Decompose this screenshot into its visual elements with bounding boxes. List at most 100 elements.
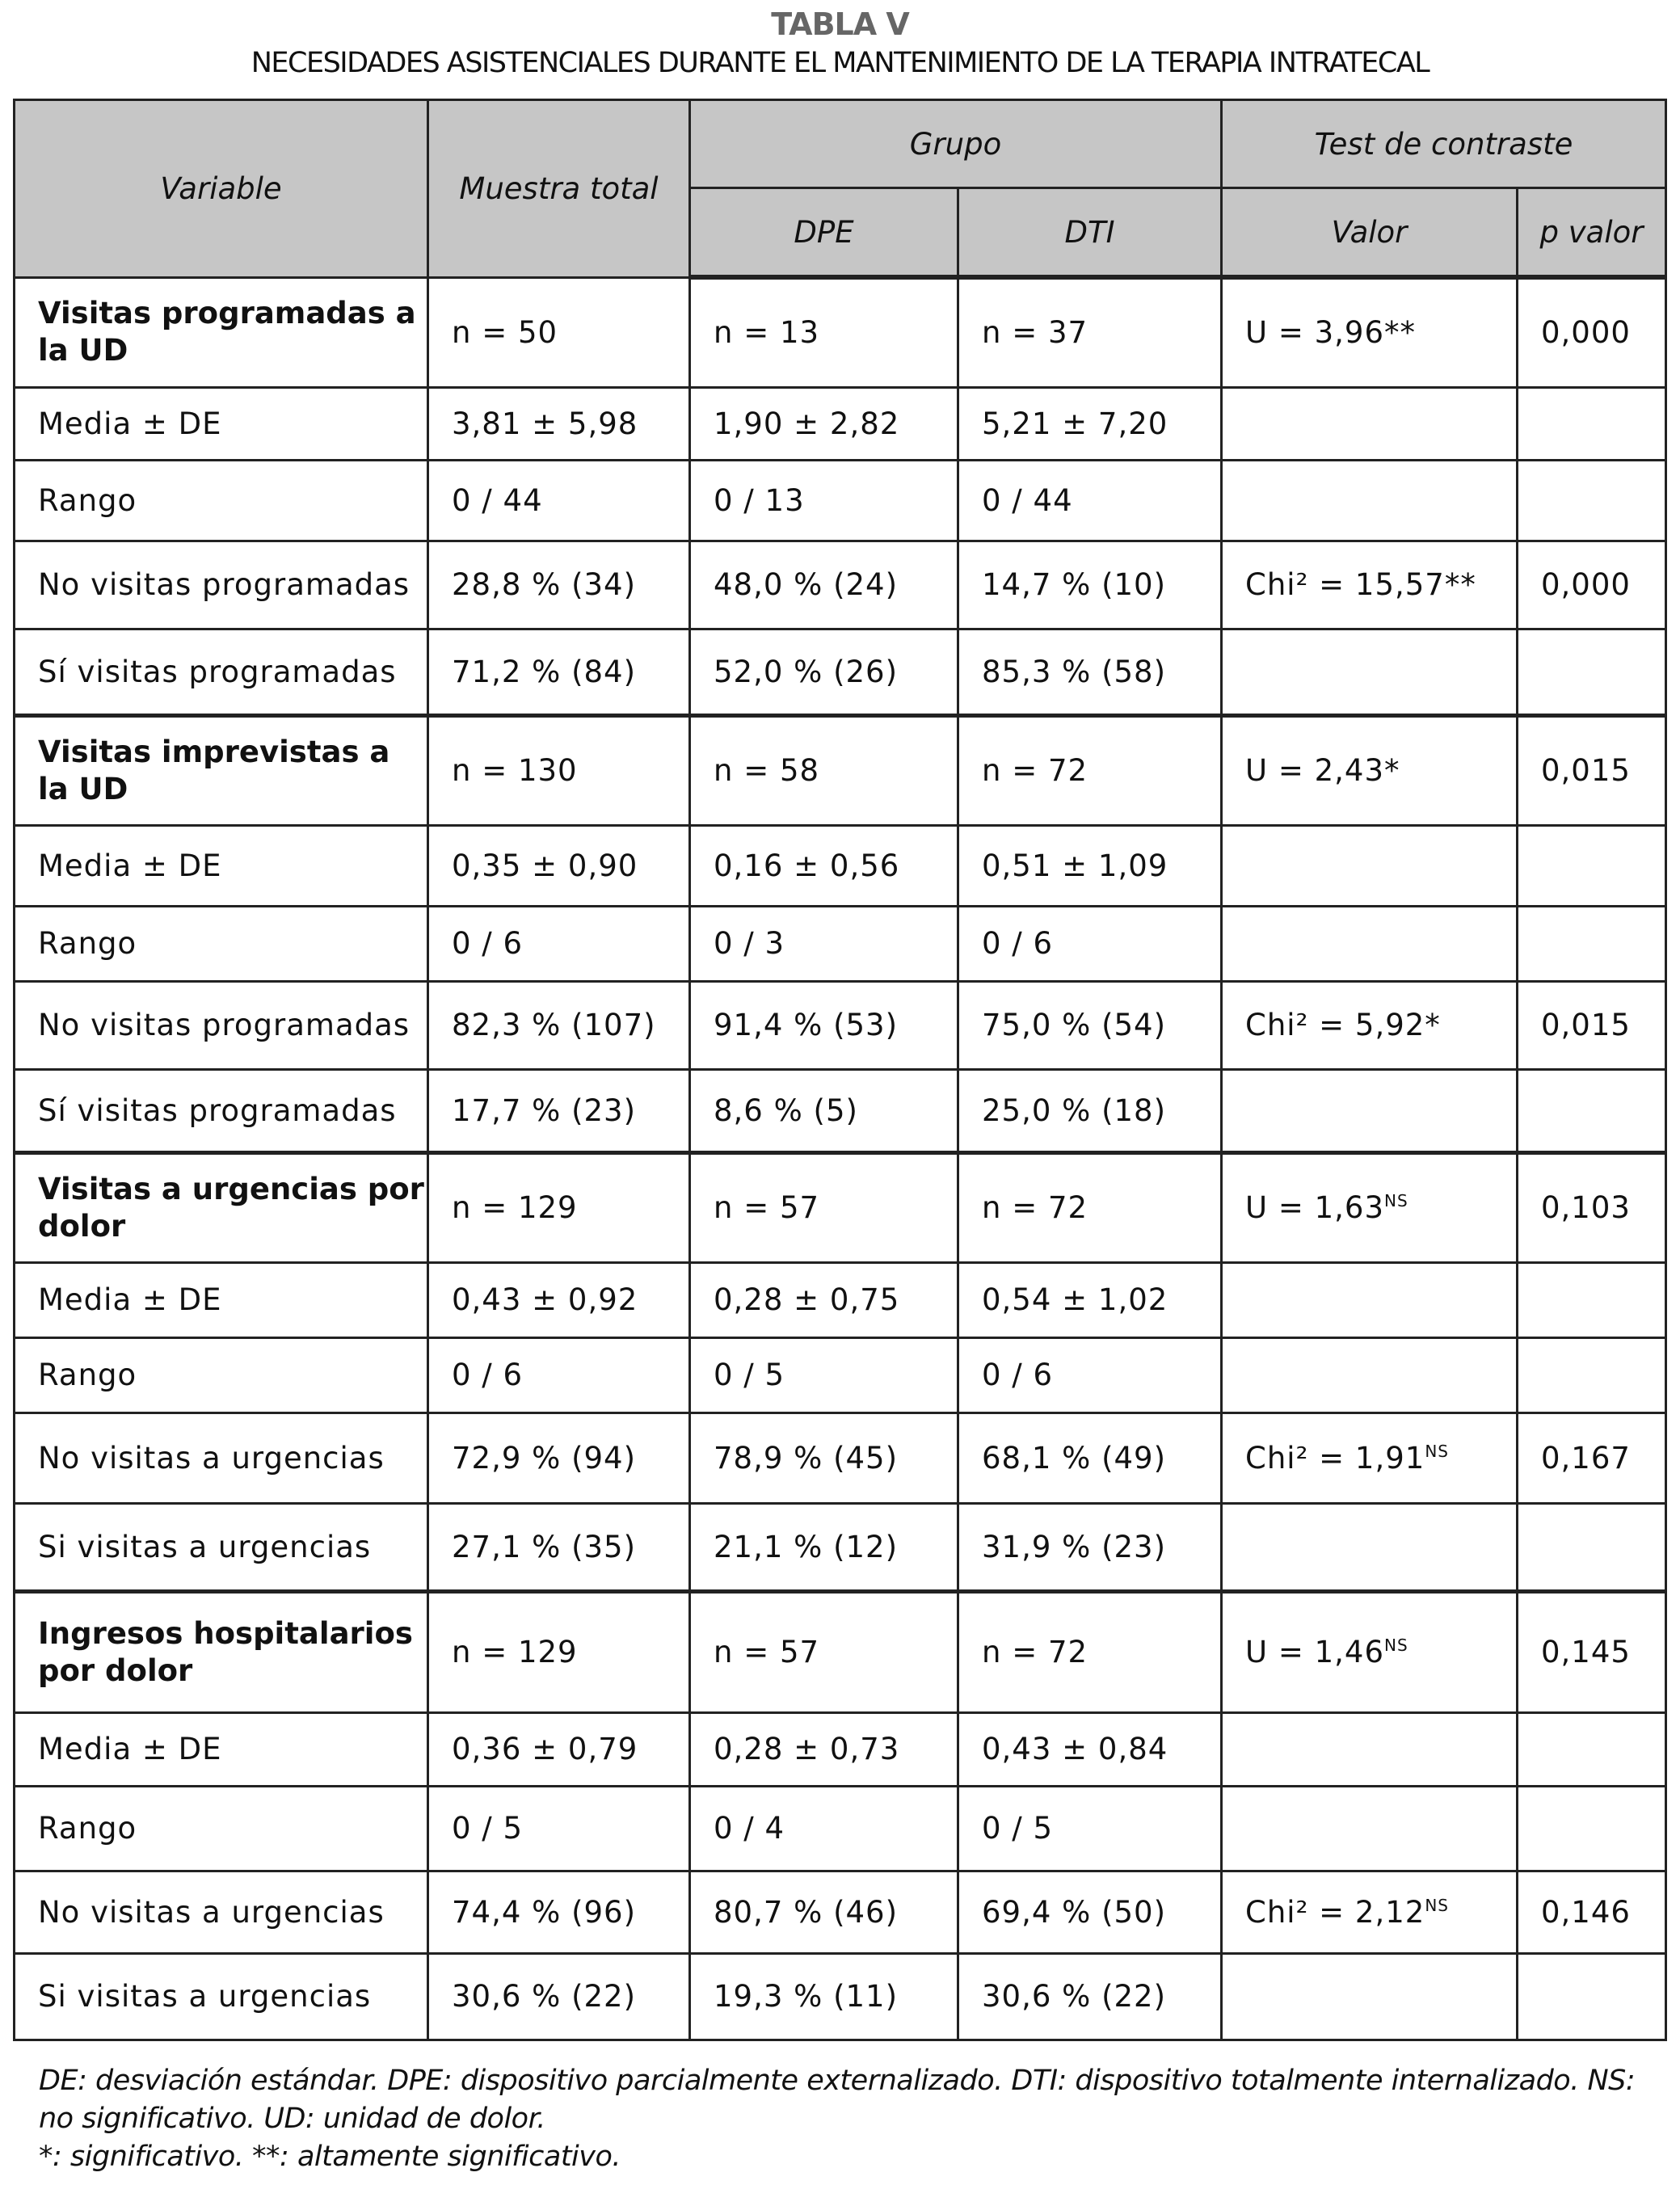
total-text: 72,9 % (94): [452, 1440, 637, 1476]
variable-text: No visitas a urgencias: [38, 1440, 385, 1476]
cell-dpe: 19,3 % (11): [688, 1951, 959, 2041]
cell-dti: 31,9 % (23): [957, 1501, 1223, 1593]
total-text: 71,2 % (84): [452, 654, 637, 689]
cell-variable: Visitas imprevistas a la UD: [13, 713, 429, 827]
cell-dti: n = 37: [957, 276, 1223, 389]
cell-p: [1515, 1951, 1668, 2041]
cell-valor: [1220, 1501, 1518, 1593]
cell-dpe: 1,90 ± 2,82: [688, 385, 959, 461]
p-text: 0,000: [1541, 567, 1631, 602]
cell-variable: Rango: [13, 904, 429, 983]
dti-text: 75,0 % (54): [982, 1008, 1167, 1042]
dpe-text: 80,7 % (46): [714, 1894, 899, 1930]
dpe-text: 0,28 ± 0,75: [714, 1282, 900, 1317]
group-row: Visitas programadas a la UD n = 50 n = 13 n…: [13, 276, 1668, 389]
dti-text: 69,4 % (50): [982, 1894, 1167, 1930]
variable-text: Rango: [38, 1811, 137, 1846]
cell-p: 0,000: [1515, 276, 1668, 389]
dpe-text: n = 57: [714, 1635, 820, 1669]
dpe-text: n = 58: [714, 753, 820, 788]
p-text: 0,103: [1541, 1190, 1631, 1225]
cell-dti: 69,4 % (50): [957, 1869, 1223, 1955]
table-row: Si visitas a urgencias 30,6 % (22) 19,3 % …: [13, 1951, 1668, 2041]
dti-text: 0 / 5: [982, 1811, 1054, 1846]
dpe-text: 0,16 ± 0,56: [714, 848, 900, 883]
cell-valor: [1220, 1261, 1518, 1339]
p-text: 0,015: [1541, 753, 1631, 788]
cell-valor: U = 3,96**: [1220, 276, 1518, 389]
cell-p: [1515, 1501, 1668, 1593]
cell-dti: 85,3 % (58): [957, 627, 1223, 717]
cell-dti: n = 72: [957, 1589, 1223, 1714]
total-text: 74,4 % (96): [452, 1894, 637, 1930]
cell-dti: 14,7 % (10): [957, 539, 1223, 630]
cell-p: 0,146: [1515, 1869, 1668, 1955]
cell-total: 0 / 44: [427, 458, 691, 542]
cell-total: 72,9 % (94): [427, 1411, 691, 1505]
significance-superscript: NS: [1425, 1895, 1449, 1915]
cell-total: 27,1 % (35): [427, 1501, 691, 1593]
cell-dpe: n = 13: [688, 276, 959, 389]
total-text: n = 130: [452, 753, 578, 788]
dti-text: 30,6 % (22): [982, 1979, 1167, 2014]
cell-total: 71,2 % (84): [427, 627, 691, 717]
dpe-text: 0,28 ± 0,73: [714, 1732, 900, 1766]
cell-dpe: 0,28 ± 0,75: [688, 1261, 959, 1339]
dti-text: n = 37: [982, 315, 1088, 351]
dti-text: 0,51 ± 1,09: [982, 848, 1168, 883]
cell-dpe: 0 / 4: [688, 1784, 959, 1872]
cell-variable: No visitas programadas: [13, 539, 429, 630]
dpe-text: 0 / 3: [714, 926, 785, 961]
cell-p: [1515, 1784, 1668, 1872]
dti-text: 0,43 ± 0,84: [982, 1732, 1168, 1766]
dpe-text: 0 / 5: [714, 1358, 785, 1392]
table-row: Sí visitas programadas 17,7 % (23) 8,6 % (…: [13, 1067, 1668, 1154]
cell-p: [1515, 458, 1668, 542]
table-row: Rango 0 / 6 0 / 5 0 / 6: [13, 1336, 1668, 1414]
cell-valor: U = 2,43*: [1220, 713, 1518, 827]
table-title: TABLA V: [771, 6, 910, 42]
cell-total: 0 / 5: [427, 1784, 691, 1872]
dti-text: 0,54 ± 1,02: [982, 1282, 1168, 1317]
cell-dti: 0 / 44: [957, 458, 1223, 542]
p-text: 0,167: [1541, 1440, 1631, 1476]
variable-text: Media ± DE: [38, 848, 222, 883]
cell-dpe: 52,0 % (26): [688, 627, 959, 717]
cell-dpe: 80,7 % (46): [688, 1869, 959, 1955]
group-row: Ingresos hospitalarios por dolor n = 129 n…: [13, 1589, 1668, 1714]
cell-variable: Media ± DE: [13, 1711, 429, 1787]
cell-dpe: n = 57: [688, 1150, 959, 1264]
valor-text: U = 2,43*: [1245, 753, 1400, 788]
cell-dti: 0 / 6: [957, 1336, 1223, 1414]
variable-text: Media ± DE: [38, 1282, 222, 1317]
p-text: 0,015: [1541, 1008, 1631, 1042]
cell-p: [1515, 1261, 1668, 1339]
cell-dti: 0,54 ± 1,02: [957, 1261, 1223, 1339]
valor-text: Chi² = 2,12: [1245, 1894, 1425, 1930]
total-text: 30,6 % (22): [452, 1979, 637, 2014]
table-row: Rango 0 / 6 0 / 3 0 / 6: [13, 904, 1668, 983]
cell-dti: 68,1 % (49): [957, 1411, 1223, 1505]
variable-text: Si visitas a urgencias: [38, 1529, 372, 1564]
variable-text: Media ± DE: [38, 406, 222, 441]
header-variable: Variable: [13, 99, 429, 279]
cell-dpe: 78,9 % (45): [688, 1411, 959, 1505]
cell-dti: 25,0 % (18): [957, 1067, 1223, 1154]
valor-text: U = 3,96**: [1245, 315, 1416, 351]
dti-text: 14,7 % (10): [982, 567, 1167, 602]
dpe-text: n = 13: [714, 315, 820, 351]
table-row: No visitas a urgencias 72,9 % (94) 78,9 % …: [13, 1411, 1668, 1505]
cell-dti: n = 72: [957, 713, 1223, 827]
header-muestra-total: Muestra total: [427, 99, 691, 279]
cell-dpe: n = 58: [688, 713, 959, 827]
total-text: 28,8 % (34): [452, 567, 637, 602]
variable-text: Rango: [38, 926, 137, 961]
table-subtitle: NECESIDADES ASISTENCIALES DURANTE EL MAN…: [251, 47, 1430, 79]
cell-p: [1515, 1336, 1668, 1414]
cell-valor: [1220, 1067, 1518, 1154]
total-text: 0 / 6: [452, 1358, 524, 1392]
cell-p: [1515, 385, 1668, 461]
significance-superscript: NS: [1384, 1191, 1408, 1210]
footnotes: DE: desviación estándar. DPE: dispositiv…: [39, 2062, 1647, 2176]
valor-text: U = 1,46: [1245, 1635, 1384, 1669]
